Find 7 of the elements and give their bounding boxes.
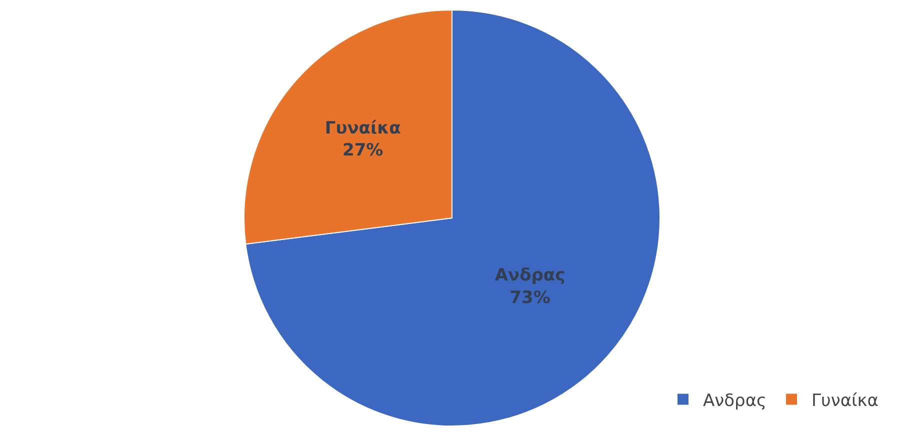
slice-label: Ανδρας bbox=[494, 266, 566, 286]
data-label: 73% bbox=[510, 288, 550, 308]
legend-label: Γυναίκα bbox=[812, 390, 879, 411]
legend-label: Ανδρας bbox=[703, 390, 767, 411]
data-label: 27% bbox=[342, 140, 384, 160]
slice-label: Γυναίκα bbox=[324, 118, 401, 138]
pie-slice bbox=[245, 10, 660, 426]
